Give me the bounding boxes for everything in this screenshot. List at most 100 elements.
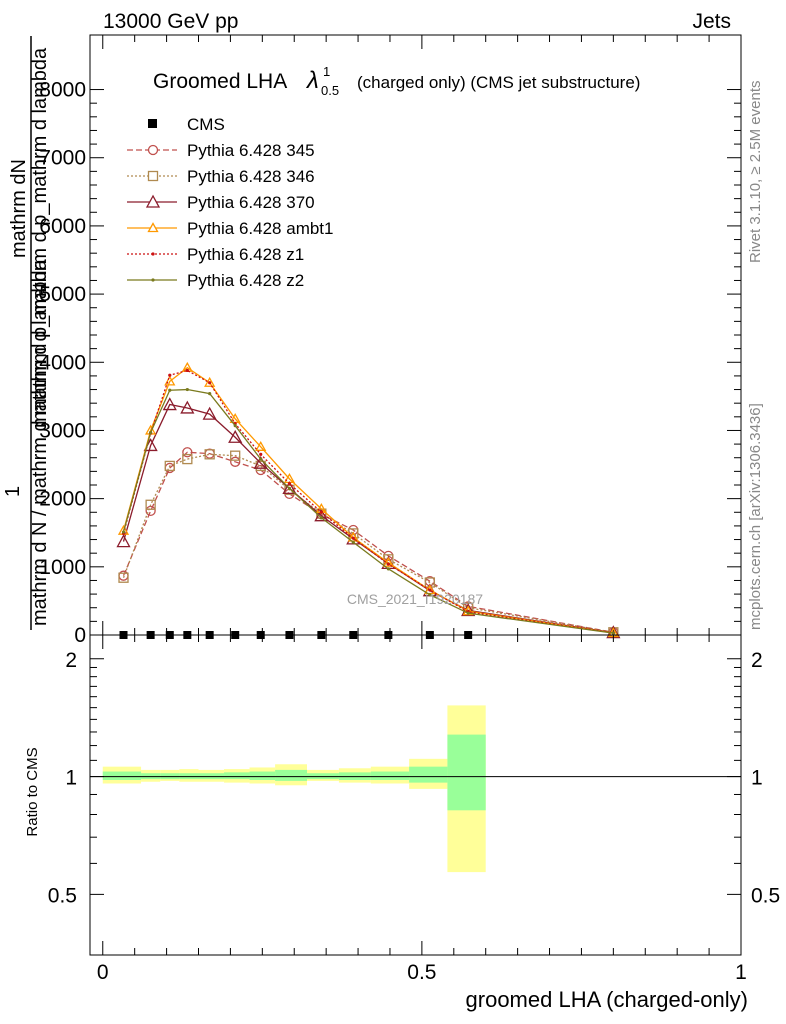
legend-marker — [147, 222, 159, 233]
ratio-ytick-label-right: 2 — [751, 649, 763, 672]
title-subscript: 0.5 — [321, 83, 339, 98]
series-marker — [233, 424, 237, 428]
legend-marker — [151, 278, 155, 282]
series-marker — [351, 540, 355, 544]
watermark: CMS_2021_I1920187 — [347, 591, 483, 607]
legend-marker — [147, 144, 159, 156]
series-marker — [116, 534, 131, 548]
series-marker — [182, 453, 193, 465]
series-marker — [259, 457, 263, 461]
legend-marker — [145, 194, 161, 208]
series-marker — [255, 440, 267, 451]
series-marker — [428, 588, 432, 592]
legend-label: Pythia 6.428 ambt1 — [187, 219, 333, 238]
series-marker — [164, 460, 175, 472]
series-marker — [185, 387, 189, 392]
series-line — [122, 369, 614, 634]
legend-label: Pythia 6.428 345 — [187, 141, 315, 160]
ratio-stat-band — [275, 769, 307, 781]
ratio-stat-band — [370, 771, 410, 780]
xtick-label: 0 — [97, 961, 109, 984]
series-marker — [386, 562, 390, 566]
series-marker — [428, 593, 432, 597]
ytick-label: 8000 — [39, 79, 86, 102]
xlabel: groomed LHA (charged-only) — [466, 987, 748, 1012]
series-marker — [168, 388, 172, 392]
ratio-bands — [102, 705, 486, 873]
legend-label: Pythia 6.428 370 — [187, 193, 315, 212]
series-marker — [204, 449, 215, 460]
series-marker — [118, 572, 129, 583]
series-marker — [180, 400, 195, 414]
series-line — [122, 388, 614, 634]
ratio-ylabel: Ratio to CMS — [24, 747, 41, 836]
series-marker — [351, 536, 355, 540]
legend-marker-cms — [148, 119, 157, 128]
main-axis-ticks: 0 1000 2000 3000 4000 5000 6000 7000 8000 — [39, 35, 742, 647]
series-marker — [162, 397, 177, 411]
series-marker — [182, 447, 193, 458]
chart-title: Groomed LHA — [153, 70, 287, 93]
xtick-label: 1 — [735, 961, 747, 984]
title-superscript: 1 — [323, 64, 330, 79]
series-marker — [185, 368, 189, 373]
series-marker — [287, 482, 292, 486]
ratio-ytick-label-left: 2 — [65, 649, 77, 672]
series-marker — [424, 577, 436, 588]
ylabel-prefix: 1 — [2, 486, 24, 497]
process-label: Jets — [692, 10, 731, 33]
ytick-label: 2000 — [39, 488, 86, 511]
ratio-stat-band — [224, 772, 250, 780]
series-marker — [228, 429, 243, 443]
legend-marker — [151, 252, 155, 256]
series-marker — [382, 556, 394, 567]
series-marker — [145, 499, 156, 510]
series-marker — [204, 376, 216, 387]
series-marker — [149, 430, 153, 435]
ratio-ytick-label-left: 1 — [65, 767, 77, 790]
mcplots-label: mcplots.cern.ch [arXiv:1306.3436] — [747, 403, 764, 630]
series-marker — [386, 567, 390, 571]
ratio-axis-ticks: 0.5 0.5 1 1 2 2 0 0.5 1 — [48, 635, 780, 984]
series-marker — [230, 450, 241, 461]
series-marker — [230, 456, 241, 467]
series-marker — [319, 516, 323, 520]
ytick-label: 7000 — [39, 147, 86, 170]
rivet-label: Rivet 3.1.10, ≥ 2.5M events — [747, 81, 764, 264]
legend: CMS Pythia 6.428 345 Pythia 6.428 346 Pythi… — [127, 115, 333, 290]
ratio-stat-band — [249, 771, 276, 780]
ratio-stat-band — [447, 734, 486, 811]
series-marker — [287, 486, 292, 491]
series-marker — [121, 530, 126, 534]
main-ylabel: mathrm dN mathrm d p_mathrm d p_mathrm d… — [2, 36, 51, 630]
ytick-label: 1000 — [39, 556, 86, 579]
energy-label: 13000 GeV pp — [103, 10, 238, 33]
ytick-label: 4000 — [39, 351, 86, 374]
ratio-stat-band — [102, 771, 142, 780]
legend-label-cms: CMS — [187, 115, 225, 134]
ratio-ytick-label-right: 1 — [751, 767, 763, 790]
legend-label: Pythia 6.428 z1 — [187, 245, 304, 264]
series-marker — [208, 381, 212, 385]
series-marker — [259, 452, 263, 456]
ylabel-denominator: mathrm d N / mathrm d mathrm d lambda — [29, 258, 51, 626]
ratio-plot-frame — [89, 634, 742, 956]
series-marker — [282, 481, 297, 495]
series-marker — [611, 631, 615, 635]
ytick-label: 5000 — [39, 283, 86, 306]
legend-marker — [147, 170, 159, 182]
xtick-label: 0.5 — [407, 961, 436, 984]
legend-label: Pythia 6.428 346 — [187, 167, 315, 186]
ytick-label: 3000 — [39, 419, 86, 442]
series-marker — [164, 375, 176, 386]
ytick-label: 0 — [74, 624, 86, 647]
ratio-stat-band — [409, 766, 448, 783]
legend-label: Pythia 6.428 z2 — [187, 271, 304, 290]
chart-subtitle: (charged only) (CMS jet substructure) — [357, 73, 640, 92]
series-marker — [319, 510, 323, 514]
ylabel-numerator-2: mathrm d p_mathrm d p_mathrm d lambda — [29, 47, 51, 428]
ylabel-numerator: mathrm dN — [8, 159, 30, 258]
title-lambda: λ — [305, 67, 319, 94]
series-line — [122, 453, 614, 633]
